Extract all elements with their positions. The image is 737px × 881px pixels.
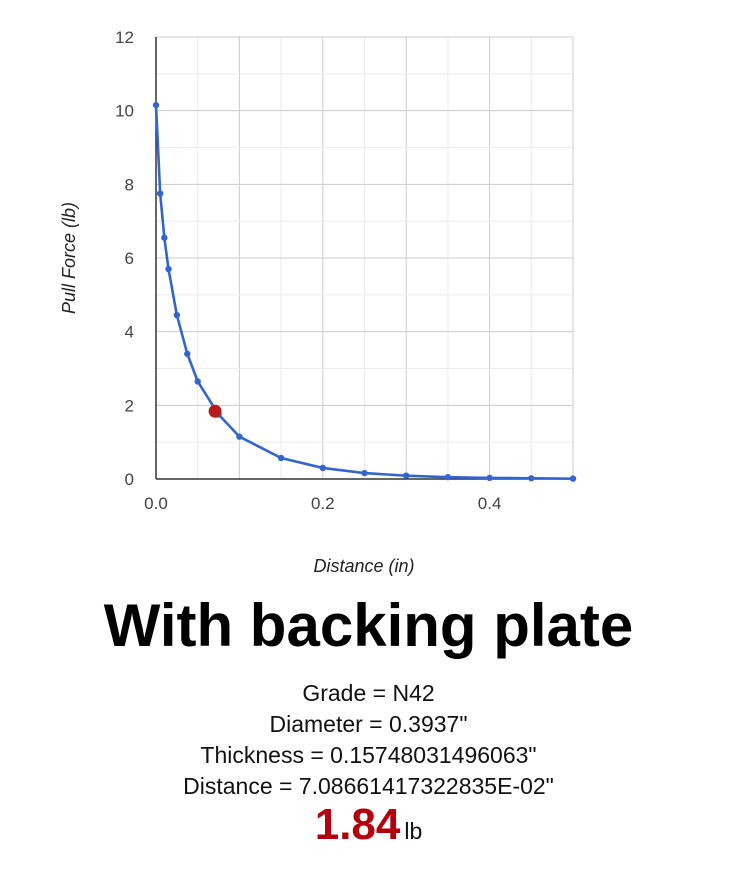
- y-tick-label: 6: [125, 249, 134, 268]
- data-point: [173, 311, 181, 319]
- y-tick-label: 0: [125, 470, 134, 489]
- thickness-text: Thickness = 0.15748031496063": [200, 742, 537, 768]
- x-tick-label: 0.2: [311, 494, 335, 513]
- diameter-text: Diameter = 0.3937": [269, 711, 468, 737]
- data-point: [444, 473, 452, 481]
- data-point: [319, 464, 326, 472]
- data-point: [569, 475, 577, 482]
- result-unit: lb: [404, 818, 423, 844]
- y-tick-label: 10: [115, 102, 134, 121]
- data-point: [403, 472, 410, 479]
- x-tick-label: 0.4: [478, 494, 502, 513]
- data-point: [236, 433, 243, 440]
- data-point: [156, 190, 164, 197]
- chart-tick-labels: 0.0 0.2 0.4 0 2 4 6 8 10 12: [115, 28, 501, 513]
- pull-force-result: 1.84 lb: [0, 800, 737, 850]
- distance-text: Distance = 7.08661417322835E-02": [183, 773, 554, 799]
- magnet-details: Grade = N42 Diameter = 0.3937" Thickness…: [0, 678, 737, 802]
- data-point: [152, 101, 160, 109]
- y-tick-label: 2: [125, 396, 134, 415]
- y-axis-title: Pull Force (lb): [59, 202, 79, 314]
- pull-force-chart: 0.0 0.2 0.4 0 2 4 6 8 10 12 Distance (in) Pull Fo…: [59, 28, 577, 576]
- data-point: [165, 265, 172, 273]
- y-tick-label: 12: [115, 28, 134, 47]
- result-value: 1.84: [314, 800, 401, 849]
- chart-series: [152, 101, 577, 482]
- data-point: [194, 378, 201, 385]
- y-tick-label: 8: [125, 175, 134, 194]
- data-point: [161, 234, 168, 241]
- grade-text: Grade = N42: [302, 680, 435, 706]
- data-point: [486, 474, 493, 482]
- data-point: [528, 475, 535, 482]
- x-tick-label: 0.0: [144, 494, 168, 513]
- chart-grid: [156, 36, 574, 479]
- data-point: [277, 454, 285, 462]
- data-point: [184, 350, 191, 357]
- y-tick-label: 4: [125, 323, 134, 342]
- page-title: With backing plate: [103, 592, 634, 659]
- current-distance-marker: [208, 404, 222, 418]
- x-axis-title: Distance (in): [313, 556, 414, 576]
- data-point: [361, 469, 368, 477]
